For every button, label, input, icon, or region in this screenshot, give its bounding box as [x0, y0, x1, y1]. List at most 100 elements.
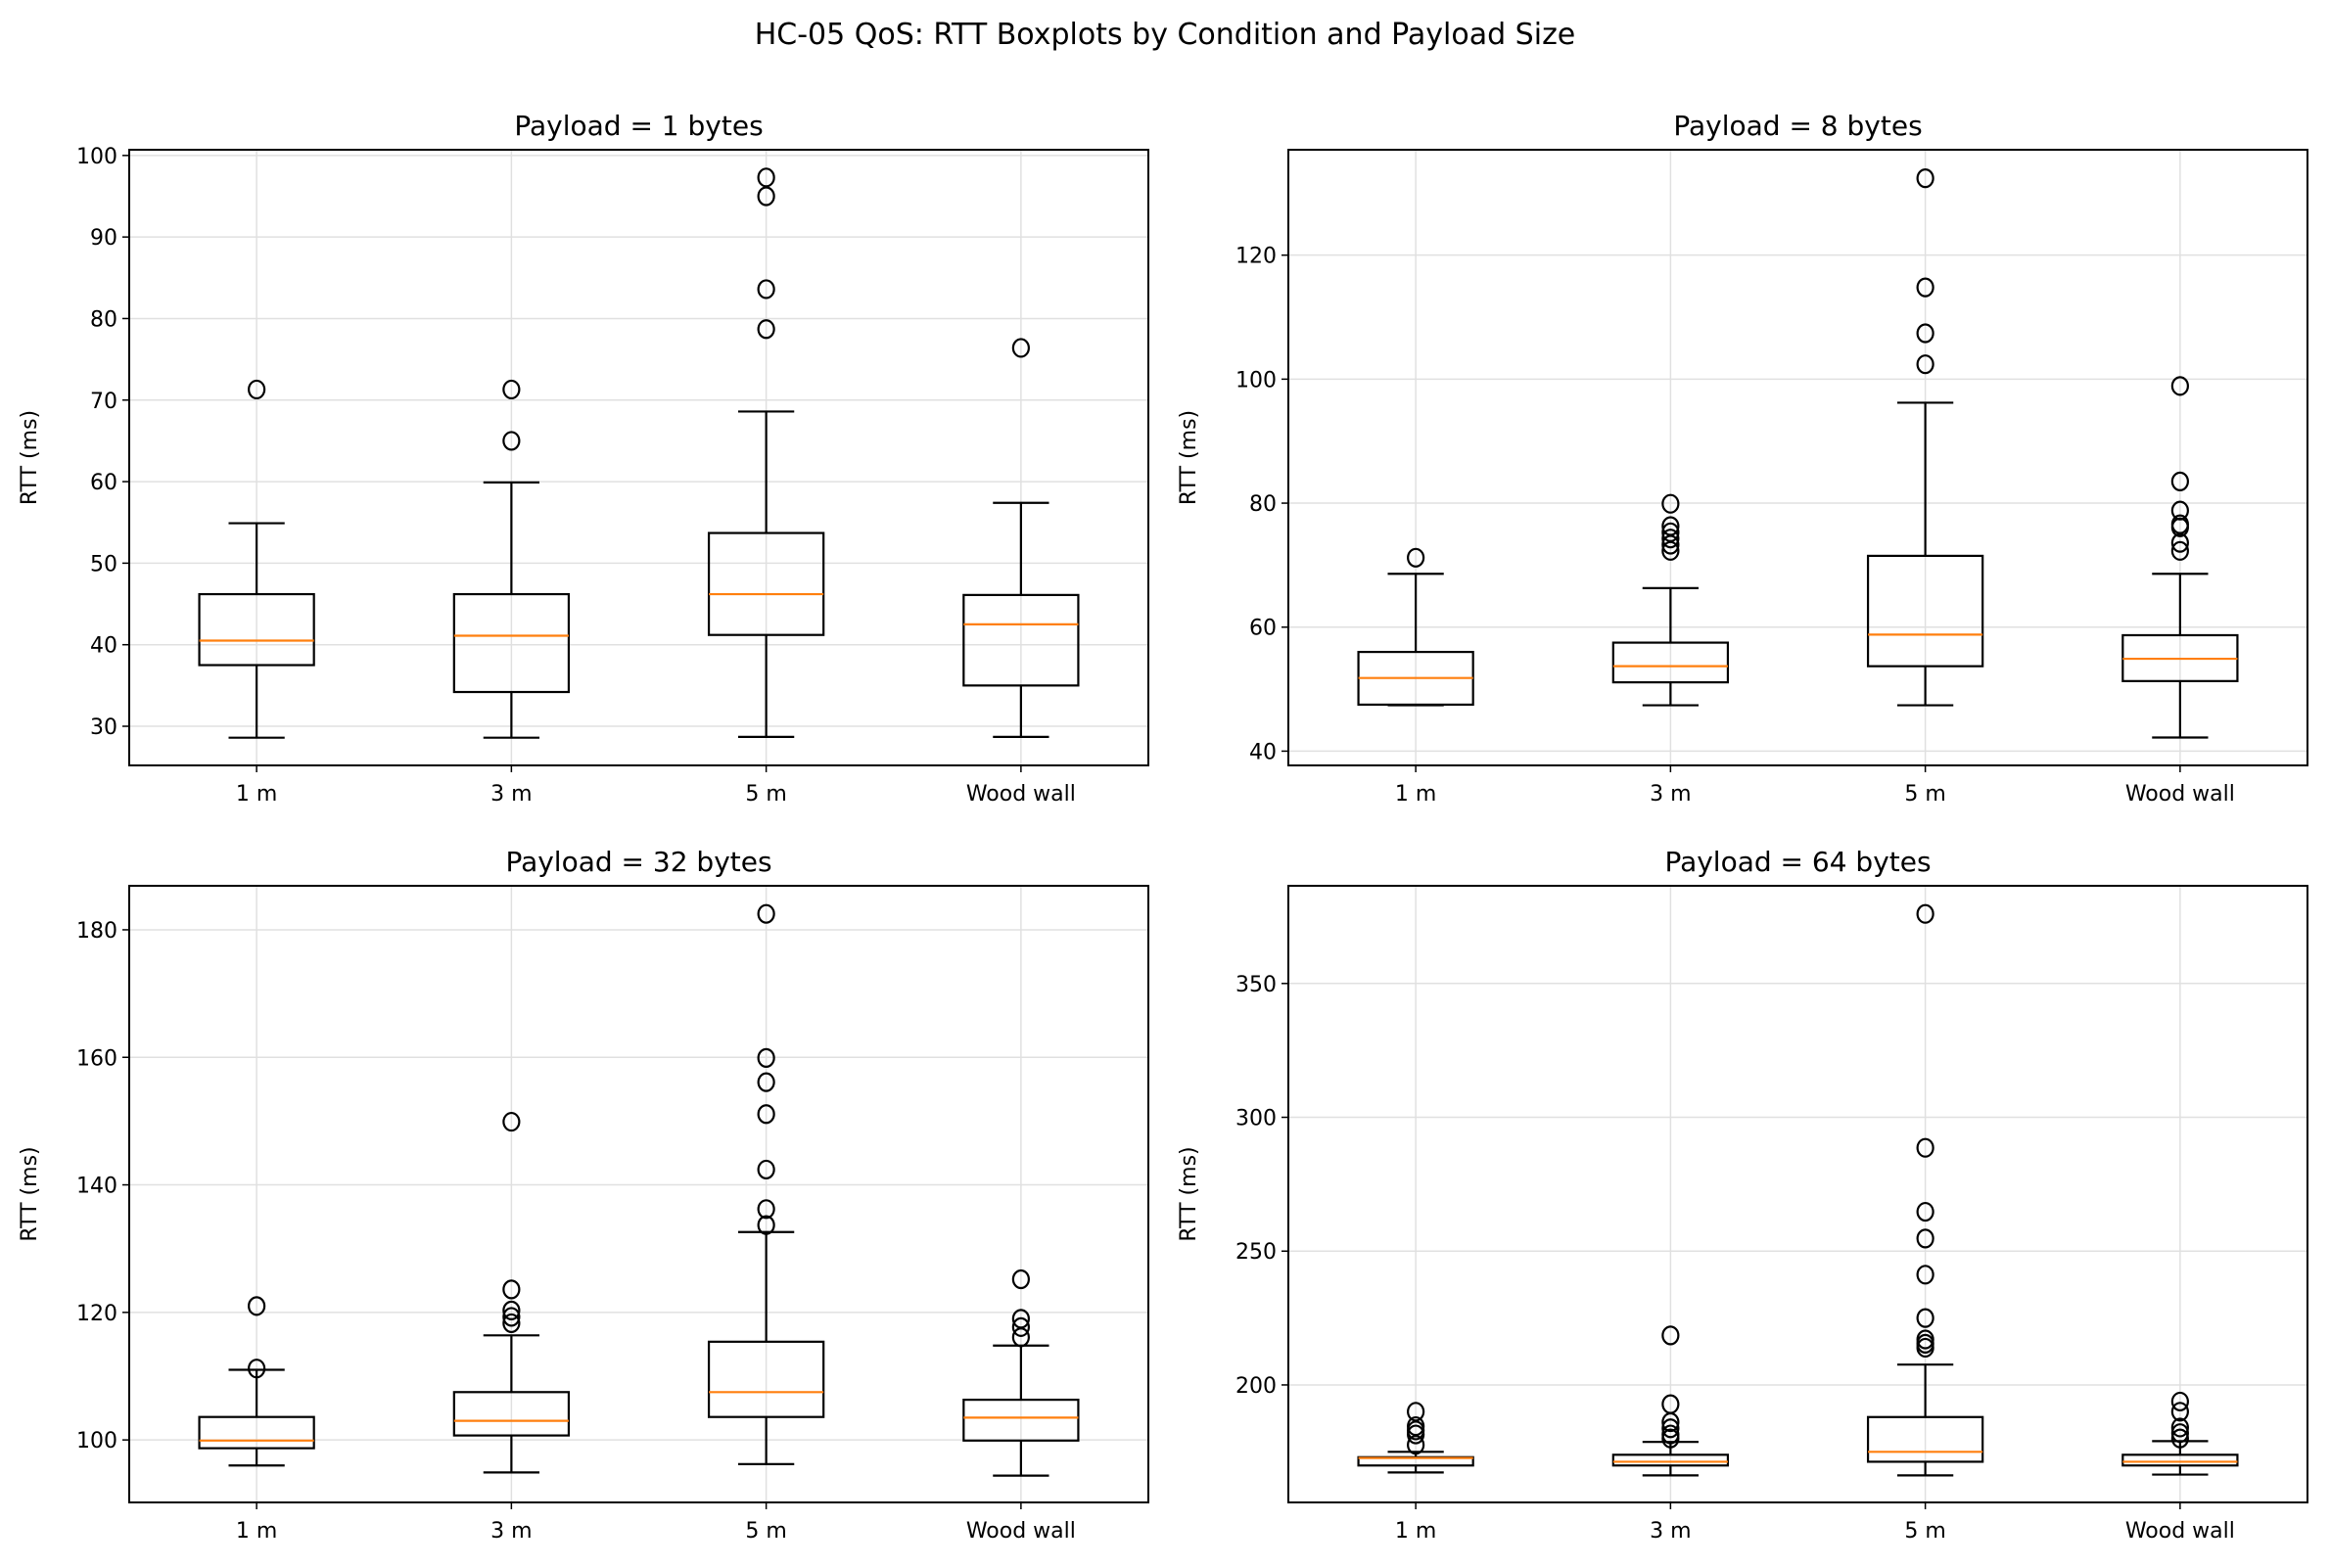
box-5-m — [707, 167, 825, 738]
outlier-point — [2170, 540, 2189, 561]
y-tick-label: 90 — [90, 226, 117, 251]
x-tick-label: 5 m — [1904, 782, 1945, 807]
subplot-title: Payload = 8 bytes — [1673, 110, 1922, 142]
y-tick-label: 120 — [76, 1302, 117, 1326]
iqr-box — [452, 592, 571, 694]
outlier-point — [1661, 1418, 1680, 1439]
x-tick-label: Wood wall — [966, 782, 1076, 807]
iqr-box — [198, 1415, 315, 1450]
outlier-point — [1407, 1415, 1425, 1437]
y-tick-label: 300 — [1235, 1107, 1277, 1131]
iqr-box — [707, 531, 825, 636]
outlier-point — [1011, 1268, 1030, 1290]
outlier-point — [502, 1111, 521, 1132]
y-tick-label: 100 — [76, 1429, 117, 1453]
box-wood-wall — [962, 338, 1080, 738]
outlier-point — [248, 1296, 266, 1316]
y-axis-label: RTT (ms) — [18, 1146, 42, 1241]
y-tick-label: 100 — [1235, 368, 1277, 392]
outlier-point — [1916, 354, 1934, 375]
y-tick-label: 50 — [90, 552, 117, 576]
outlier-point — [1916, 1137, 1934, 1158]
box-1-m — [1357, 547, 1474, 707]
y-tick-label: 100 — [76, 145, 117, 169]
x-tick-label: 3 m — [490, 1519, 532, 1544]
box-3-m — [452, 379, 571, 739]
outlier-point — [502, 431, 521, 451]
subplot-title: Payload = 1 bytes — [514, 110, 763, 142]
axes-frame — [1287, 885, 2308, 1503]
box-5-m — [1866, 168, 1984, 707]
outlier-point — [757, 186, 775, 207]
outlier-point — [757, 1199, 775, 1220]
outlier-point — [1916, 1329, 1934, 1350]
x-tick-label: Wood wall — [2125, 1519, 2235, 1544]
outlier-point — [2170, 471, 2189, 491]
figure-title: HC-05 QoS: RTT Boxplots by Condition and… — [755, 18, 1576, 52]
x-tick-label: 5 m — [1904, 1519, 1945, 1544]
y-tick-label: 160 — [76, 1046, 117, 1071]
axes-frame — [128, 885, 1149, 1503]
box-3-m — [1611, 1325, 1730, 1477]
iqr-box — [962, 593, 1080, 687]
outlier-point — [248, 1359, 266, 1379]
outlier-point — [1407, 547, 1425, 568]
subplot-3: 100 120 140 160 180 1 m 3 m 5 m Wood wall Payload… — [18, 846, 1149, 1544]
outlier-point — [502, 379, 521, 400]
outlier-point — [1011, 338, 1030, 358]
outlier-point — [2170, 1428, 2189, 1449]
outlier-point — [757, 1215, 775, 1235]
box-3-m — [1611, 493, 1730, 707]
x-tick-label: 5 m — [745, 782, 786, 807]
y-axis-label: RTT (ms) — [18, 410, 42, 505]
y-tick-label: 80 — [90, 307, 117, 332]
box-1-m — [1357, 1402, 1474, 1474]
outlier-point — [757, 1047, 775, 1069]
box-wood-wall — [2121, 1391, 2239, 1476]
outlier-point — [757, 319, 775, 340]
x-tick-label: Wood wall — [966, 1519, 1076, 1544]
outlier-point — [757, 903, 775, 924]
outlier-point — [1661, 522, 1680, 542]
box-5-m — [1866, 903, 1984, 1477]
outlier-point — [757, 1072, 775, 1092]
outlier-point — [757, 279, 775, 300]
outlier-point — [1661, 1394, 1680, 1414]
x-tick-label: 1 m — [236, 782, 277, 807]
outlier-point — [1916, 903, 1934, 924]
outlier-point — [2170, 500, 2189, 521]
y-tick-label: 120 — [1235, 245, 1277, 269]
outlier-point — [1916, 1228, 1934, 1249]
y-tick-label: 80 — [1249, 492, 1277, 517]
outlier-point — [1661, 516, 1680, 536]
subplot-title: Payload = 64 bytes — [1664, 846, 1931, 878]
box-5-m — [707, 903, 825, 1466]
outlier-point — [248, 379, 266, 400]
iqr-box — [962, 1399, 1080, 1442]
x-tick-label: 3 m — [490, 782, 532, 807]
iqr-box — [198, 592, 315, 667]
outlier-point — [1661, 1424, 1680, 1445]
outlier-point — [502, 1300, 521, 1320]
outlier-point — [1916, 1308, 1934, 1328]
outlier-point — [1011, 1316, 1030, 1337]
subplot-2: 40 60 80 100 120 1 m 3 m 5 m Wood wall Payload = … — [1177, 110, 2308, 807]
iqr-box — [1866, 554, 1984, 668]
iqr-box — [707, 1340, 825, 1418]
outlier-point — [2170, 376, 2189, 396]
iqr-box — [452, 1391, 571, 1437]
outlier-point — [1661, 529, 1680, 549]
outlier-point — [757, 1104, 775, 1125]
x-tick-label: 1 m — [1395, 782, 1436, 807]
outlier-point — [1916, 277, 1934, 298]
x-tick-label: 1 m — [236, 1519, 277, 1544]
box-1-m — [198, 379, 315, 739]
iqr-box — [1611, 641, 1730, 684]
outlier-point — [2170, 1423, 2189, 1444]
y-tick-label: 60 — [1249, 617, 1277, 641]
y-tick-label: 30 — [90, 715, 117, 740]
outlier-point — [1407, 1435, 1425, 1455]
outlier-point — [1916, 1265, 1934, 1285]
outlier-point — [1661, 493, 1680, 514]
y-tick-label: 60 — [90, 471, 117, 495]
